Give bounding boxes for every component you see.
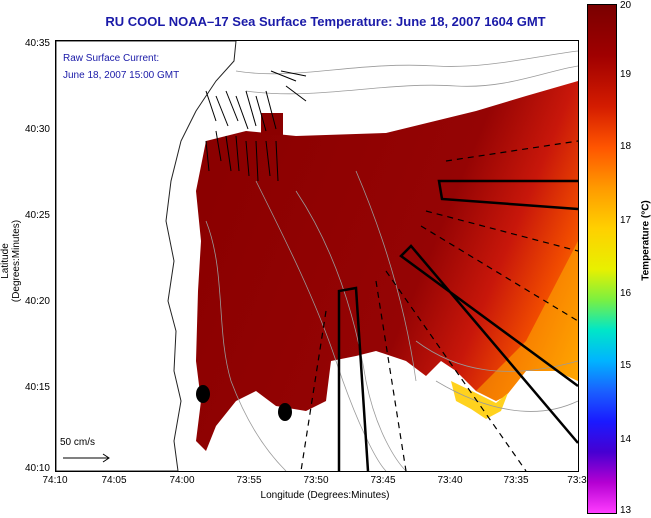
sampling-lines	[337, 179, 578, 471]
island	[278, 403, 292, 421]
x-tick-label: 74:10	[42, 475, 68, 486]
colorbar-title: Temperature (°C)	[640, 200, 651, 281]
track-lines	[300, 140, 578, 471]
y-tick-label: 40:35	[24, 38, 50, 49]
colorbar-tick: 16	[620, 288, 632, 299]
y-tick-label: 40:20	[24, 296, 50, 307]
x-tick-label: 73:50	[303, 475, 329, 486]
x-tick-label: 73:35	[503, 475, 529, 486]
sst-map	[55, 40, 579, 472]
colorbar-tick: 20	[620, 0, 632, 11]
x-tick-label: 73:40	[437, 475, 463, 486]
sst-yellow-patch	[451, 381, 508, 419]
y-tick-label: 40:30	[24, 124, 50, 135]
y-axis-title: Latitude (Degrees:Minutes)	[0, 219, 22, 303]
coastline	[56, 41, 237, 471]
scale-label: 50 cm/s	[60, 437, 96, 448]
x-axis-title: Longitude (Degrees:Minutes)	[260, 490, 390, 501]
colorbar-tick: 15	[620, 360, 632, 371]
sst-hot-region	[476, 241, 578, 401]
scale-arrow-icon	[63, 453, 110, 463]
colorbar-tick: 17	[620, 215, 632, 226]
temperature-colorbar	[587, 4, 617, 514]
y-tick-label: 40:25	[24, 210, 50, 221]
colorbar-tick: 13	[620, 505, 632, 516]
x-tick-label: 74:05	[101, 475, 127, 486]
colorbar-tick: 19	[620, 69, 632, 80]
x-tick-label: 74:00	[169, 475, 195, 486]
x-tick-label: 73:3	[567, 475, 587, 486]
raw-current-label: Raw Surface Current:	[63, 53, 160, 64]
colorbar-tick: 18	[620, 141, 632, 152]
y-tick-label: 40:15	[24, 382, 50, 393]
sst-field	[196, 81, 578, 451]
map-title: RU COOL NOAA–17 Sea Surface Temperature:…	[105, 14, 546, 29]
raw-current-time: June 18, 2007 15:00 GMT	[63, 70, 180, 81]
current-vectors	[205, 70, 307, 182]
x-tick-label: 73:55	[236, 475, 262, 486]
island	[196, 385, 210, 403]
colorbar-tick: 14	[620, 434, 632, 445]
x-tick-label: 73:45	[370, 475, 396, 486]
y-tick-label: 40:10	[24, 463, 50, 474]
